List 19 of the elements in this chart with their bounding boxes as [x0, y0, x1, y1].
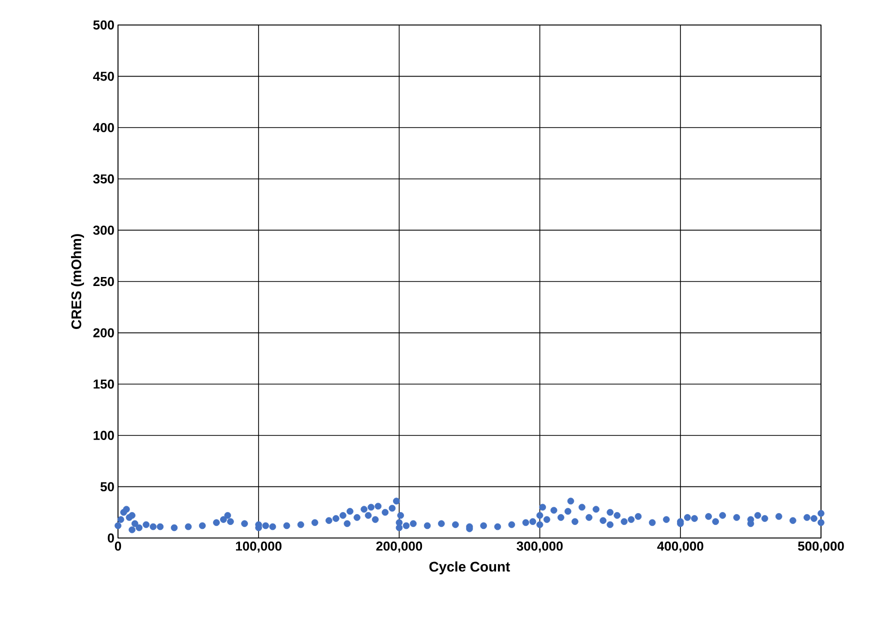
y-axis-title: CRES (mOhm)	[71, 234, 84, 329]
y-tick-label: 350	[93, 174, 114, 184]
y-tick-label: 200	[93, 328, 114, 338]
y-tick-label: 300	[93, 226, 114, 235]
y-tick-label: 0	[108, 533, 114, 543]
x-tick-label: 400,000	[657, 542, 704, 553]
x-tick-label: 100,000	[236, 542, 282, 553]
x-tick-label: 300,000	[516, 542, 563, 553]
x-axis-title: Cycle Count	[429, 561, 510, 574]
x-tick-label: 500,000	[798, 542, 844, 553]
y-tick-label: 50	[100, 482, 114, 492]
y-tick-label: 100	[94, 430, 114, 440]
y-tick-label: 250	[93, 276, 114, 286]
y-tick-label: 500	[93, 20, 114, 30]
x-tick-label: 200,000	[376, 542, 422, 553]
x-tick-label: 0	[114, 542, 122, 551]
y-tick-label: 150	[94, 380, 114, 389]
y-tick-label: 400	[93, 123, 114, 132]
y-tick-label: 450	[93, 72, 114, 81]
